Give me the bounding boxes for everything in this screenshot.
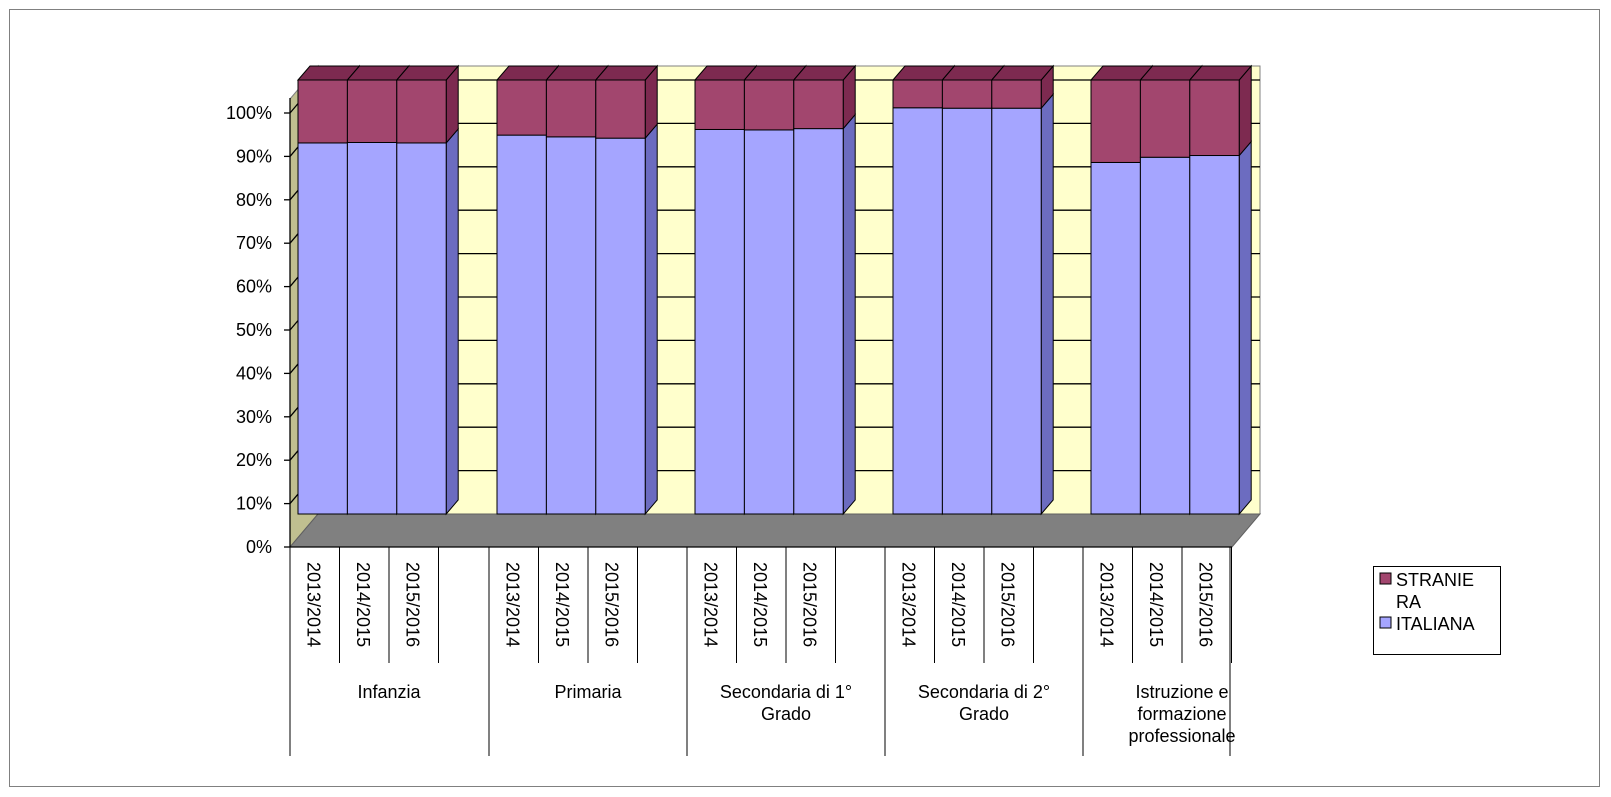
- bar-italiana: [496, 134, 547, 515]
- x-group-label: Grado: [761, 704, 811, 724]
- bar-straniera: [991, 79, 1042, 109]
- x-category-label: 2014/2015: [552, 562, 572, 647]
- bar-italiana: [694, 128, 745, 515]
- x-group-label: Secondaria di 1°: [720, 682, 852, 702]
- bar-straniera: [743, 79, 795, 131]
- bar-italiana: [595, 137, 646, 515]
- x-category-label: 2015/2016: [799, 562, 819, 647]
- bar-straniera: [694, 79, 745, 130]
- x-category-label: 2015/2016: [1195, 562, 1215, 647]
- legend-label: RA: [1396, 592, 1421, 612]
- x-category-label: 2013/2014: [502, 562, 522, 647]
- x-group-label: formazione: [1137, 704, 1226, 724]
- bar-stack: [990, 64, 1055, 516]
- bar-straniera: [297, 79, 348, 144]
- bar-italiana: [793, 128, 844, 515]
- legend-label: STRANIE: [1396, 570, 1474, 590]
- bar-italiana: [743, 129, 795, 515]
- x-category-label: 2013/2014: [700, 562, 720, 647]
- bar-side-italiana: [1238, 140, 1252, 516]
- x-group-label: Secondaria di 2°: [918, 682, 1050, 702]
- legend-box: [1373, 566, 1501, 655]
- x-category-label: 2015/2016: [601, 562, 621, 647]
- y-tick-label: 90%: [236, 146, 272, 166]
- bar-straniera: [941, 79, 993, 109]
- x-category-label: 2013/2014: [303, 562, 323, 647]
- y-tick-label: 10%: [236, 494, 272, 514]
- x-group-label: Grado: [959, 704, 1009, 724]
- legend-swatch: [1379, 616, 1392, 629]
- bar-straniera: [793, 79, 844, 130]
- bar-side-italiana: [1040, 92, 1054, 516]
- legend-swatch: [1379, 572, 1392, 585]
- bar-straniera: [545, 79, 597, 138]
- bar-straniera: [346, 79, 398, 143]
- bar-italiana: [297, 142, 348, 515]
- y-tick-label: 0%: [246, 537, 272, 557]
- bar-straniera: [595, 79, 646, 139]
- bar-side-italiana: [445, 127, 459, 516]
- x-group-label: Primaria: [554, 682, 622, 702]
- bar-straniera: [1139, 79, 1191, 158]
- bar-italiana: [346, 141, 398, 515]
- x-category-label: 2014/2015: [750, 562, 770, 647]
- x-category-label: 2015/2016: [402, 562, 422, 647]
- x-category-label: 2015/2016: [997, 562, 1017, 647]
- x-group-label: professionale: [1128, 726, 1235, 746]
- y-tick-label: 60%: [236, 277, 272, 297]
- bar-straniera: [1189, 79, 1240, 157]
- bar-italiana: [1139, 156, 1191, 515]
- bar-stack: [395, 64, 460, 516]
- y-tick-label: 40%: [236, 363, 272, 383]
- bar-stack: [792, 64, 857, 516]
- bar-stack: [1188, 64, 1253, 516]
- floor: [288, 513, 1262, 548]
- y-tick-label: 70%: [236, 233, 272, 253]
- x-category-label: 2013/2014: [898, 562, 918, 647]
- x-category-label: 2014/2015: [353, 562, 373, 647]
- x-group-label: Infanzia: [357, 682, 421, 702]
- x-category-label: 2014/2015: [948, 562, 968, 647]
- x-category-label: 2013/2014: [1096, 562, 1116, 647]
- bar-stack: [594, 64, 659, 516]
- bar-italiana: [1189, 155, 1240, 515]
- legend-label: ITALIANA: [1396, 614, 1475, 634]
- bar-italiana: [396, 142, 447, 515]
- bar-side-straniera: [1238, 64, 1252, 157]
- bar-straniera: [1090, 79, 1141, 163]
- y-tick-label: 80%: [236, 190, 272, 210]
- axes: 0% 10% 20% 30% 40% 50% 60% 70% 80% 90% 100% 2013/20…: [226, 98, 1236, 756]
- y-tick-label: 30%: [236, 407, 272, 427]
- bar-side-italiana: [842, 113, 856, 516]
- bar-italiana: [1090, 161, 1141, 515]
- bar-straniera: [496, 79, 547, 136]
- bar-italiana: [545, 136, 597, 515]
- y-tick-label: 50%: [236, 320, 272, 340]
- bar-straniera: [396, 79, 447, 144]
- bar-italiana: [941, 107, 993, 515]
- x-category-label: 2014/2015: [1146, 562, 1166, 647]
- bar-italiana: [892, 107, 943, 515]
- x-group-label: Istruzione e: [1135, 682, 1228, 702]
- y-tick-label: 20%: [236, 450, 272, 470]
- bar-straniera: [892, 79, 943, 109]
- bars: [296, 64, 1253, 516]
- bar-italiana: [991, 107, 1042, 515]
- y-tick-label: 100%: [226, 103, 272, 123]
- bar-side-italiana: [644, 122, 658, 516]
